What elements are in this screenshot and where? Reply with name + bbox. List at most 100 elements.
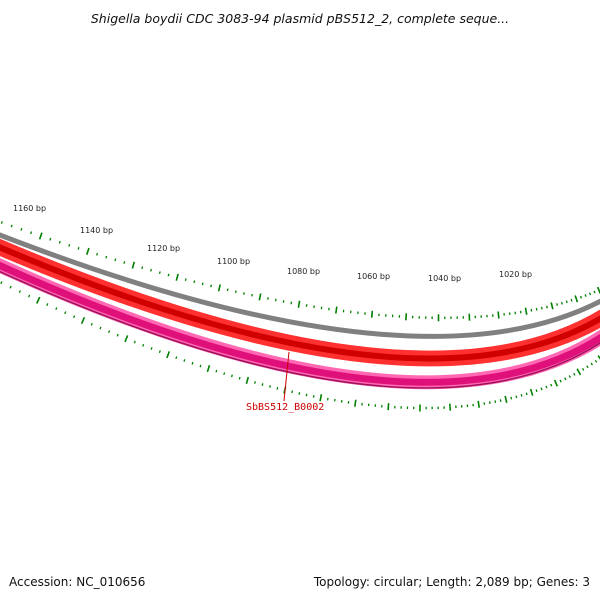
- major-tick: [576, 368, 582, 376]
- major-tick: [35, 296, 41, 304]
- minor-tick: [68, 243, 71, 247]
- major-tick: [497, 311, 500, 319]
- major-tick: [258, 293, 262, 301]
- minor-tick: [274, 298, 277, 302]
- minor-tick: [588, 292, 592, 296]
- minor-tick: [251, 293, 253, 297]
- minor-tick: [105, 255, 108, 259]
- topology-summary: Topology: circular; Length: 2,089 bp; Ge…: [313, 575, 590, 589]
- minor-tick: [276, 386, 279, 390]
- tick-labels: 1160 bp 1140 bp 1120 bp 1100 bp 1080 bp …: [13, 204, 532, 283]
- minor-tick: [108, 330, 111, 334]
- minor-tick: [586, 365, 589, 369]
- minor-tick: [158, 350, 161, 354]
- major-tick: [206, 365, 211, 373]
- backbone-ring: [0, 232, 600, 339]
- major-tick: [387, 403, 390, 411]
- minor-tick: [520, 394, 523, 397]
- major-tick: [504, 395, 508, 403]
- major-tick: [550, 302, 554, 310]
- minor-tick: [550, 383, 553, 387]
- minor-tick: [191, 361, 194, 365]
- minor-tick: [0, 221, 3, 224]
- minor-tick: [183, 359, 186, 362]
- minor-tick: [90, 322, 93, 326]
- minor-tick: [515, 395, 518, 399]
- minor-tick: [55, 307, 58, 311]
- minor-tick: [581, 367, 585, 371]
- minor-tick: [58, 240, 61, 244]
- minor-tick: [158, 271, 161, 274]
- major-tick: [245, 376, 250, 385]
- minor-tick: [64, 311, 67, 315]
- minor-tick: [184, 278, 187, 281]
- minor-tick: [238, 376, 241, 380]
- minor-tick: [133, 340, 136, 344]
- minor-tick: [10, 224, 13, 228]
- minor-tick: [142, 343, 145, 347]
- minor-tick: [30, 231, 33, 235]
- minor-tick: [167, 273, 170, 277]
- minor-tick: [28, 294, 31, 298]
- minor-tick: [223, 372, 226, 376]
- tick-label: 1040 bp: [428, 274, 461, 283]
- minor-tick: [226, 288, 229, 292]
- tick-label: 1120 bp: [147, 244, 180, 253]
- major-tick: [38, 232, 43, 240]
- gene-label-leader-line: [283, 351, 290, 402]
- major-tick: [131, 261, 136, 269]
- minor-tick: [193, 280, 196, 284]
- minor-tick: [150, 347, 153, 350]
- major-tick: [319, 394, 323, 402]
- minor-tick: [230, 374, 233, 378]
- minor-tick: [261, 383, 264, 386]
- minor-tick: [540, 387, 543, 391]
- tick-label: 1140 bp: [80, 226, 113, 235]
- major-tick: [370, 310, 374, 318]
- major-tick: [217, 284, 221, 292]
- map-title: Shigella boydii CDC 3083-94 plasmid pBS5…: [90, 11, 510, 26]
- inner-tick-marks: [0, 281, 600, 412]
- minor-tick: [99, 326, 102, 330]
- minor-tick: [568, 375, 571, 379]
- minor-tick: [510, 396, 513, 400]
- tick-label: 1100 bp: [217, 257, 250, 266]
- minor-tick: [305, 393, 308, 397]
- minor-tick: [175, 356, 178, 360]
- minor-tick: [199, 364, 202, 368]
- minor-tick: [525, 392, 528, 396]
- major-tick: [477, 400, 480, 408]
- major-tick: [80, 316, 86, 325]
- minor-tick: [49, 237, 52, 241]
- minor-tick: [556, 303, 558, 306]
- minor-tick: [234, 290, 237, 294]
- gene-feature-track-core: [0, 244, 600, 362]
- minor-tick: [253, 381, 256, 384]
- gc-content-track-inner-edge: [0, 270, 600, 389]
- minor-tick: [593, 290, 596, 294]
- major-tick: [335, 306, 338, 314]
- minor-tick: [570, 298, 573, 302]
- minor-tick: [594, 359, 598, 363]
- major-tick: [524, 307, 528, 315]
- minor-tick: [584, 294, 587, 297]
- accession-label: Accession: NC_010656: [9, 575, 146, 589]
- major-tick: [597, 355, 600, 360]
- outer-tick-marks: [0, 221, 600, 322]
- minor-tick: [579, 295, 583, 299]
- major-tick: [529, 388, 534, 396]
- minor-tick: [210, 284, 213, 288]
- major-tick: [124, 335, 129, 343]
- minor-tick: [282, 300, 285, 303]
- major-tick: [86, 247, 90, 255]
- minor-tick: [123, 261, 126, 264]
- minor-tick: [559, 379, 562, 383]
- minor-tick: [215, 369, 218, 373]
- tick-label: 1020 bp: [499, 270, 532, 279]
- major-tick: [175, 273, 179, 281]
- minor-tick: [499, 399, 502, 402]
- minor-tick: [535, 307, 538, 311]
- minor-tick: [269, 385, 271, 388]
- minor-tick: [9, 285, 12, 289]
- minor-tick: [590, 362, 593, 366]
